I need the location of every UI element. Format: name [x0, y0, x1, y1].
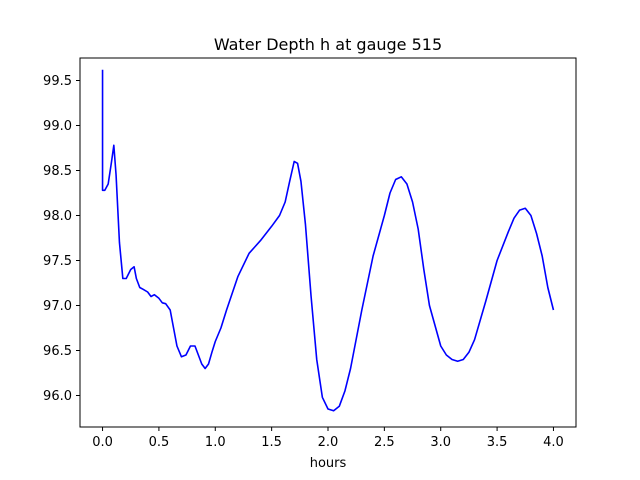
x-tick-label: 0.0: [92, 435, 113, 450]
y-tick-label: 99.5: [43, 74, 72, 89]
y-tick-label: 98.5: [43, 164, 72, 179]
x-axis: 0.0 0.5 1.0 1.5 2.0 2.5 3.0 3.5 4.0: [92, 427, 564, 450]
plot-area: [101, 69, 555, 412]
x-tick-label: 4.0: [543, 435, 564, 450]
y-tick-label: 97.5: [43, 254, 72, 269]
y-tick-label: 97.0: [43, 299, 72, 314]
y-tick-label: 99.0: [43, 119, 72, 134]
y-tick-label: 96.0: [43, 389, 72, 404]
x-tick-label: 0.5: [149, 435, 170, 450]
x-tick-label: 2.0: [318, 435, 339, 450]
x-tick-label: 3.5: [487, 435, 508, 450]
y-tick-label: 96.5: [43, 344, 72, 359]
x-tick-label: 2.5: [374, 435, 395, 450]
x-axis-label: hours: [310, 456, 347, 471]
y-tick-label: 98.0: [43, 209, 72, 224]
chart-title: Water Depth h at gauge 515: [214, 35, 442, 54]
x-tick-label: 1.0: [205, 435, 226, 450]
series-line-0: [101, 69, 555, 412]
x-tick-label: 3.0: [430, 435, 451, 450]
y-axis: 96.0 96.5 97.0 97.5 98.0 98.5 99.0 99.5: [43, 74, 80, 404]
x-tick-label: 1.5: [261, 435, 282, 450]
